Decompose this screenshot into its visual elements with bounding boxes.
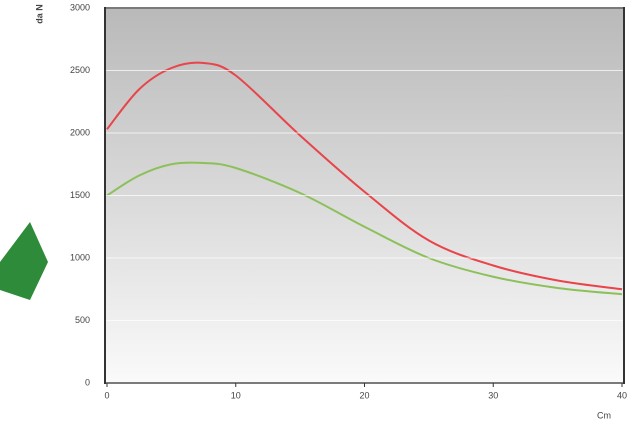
x-tick-label: 40 — [617, 390, 627, 400]
decoration — [0, 222, 48, 300]
x-tick-label: 20 — [359, 390, 369, 400]
x-tick-label: 30 — [488, 390, 498, 400]
x-axis-label: Cm — [597, 410, 611, 420]
series-line — [106, 61, 623, 291]
y-tick-label: 0 — [85, 377, 90, 387]
y-tick-label: 2000 — [70, 127, 90, 137]
y-tick-label: 3000 — [70, 2, 90, 12]
y-tick-label: 1500 — [70, 190, 90, 200]
y-tick-label: 2500 — [70, 65, 90, 75]
x-tick-label: 10 — [231, 390, 241, 400]
y-tick-label: 1000 — [70, 252, 90, 262]
lines — [106, 61, 623, 296]
y-axis-label: da N — [34, 4, 44, 24]
y-tick-label: 500 — [75, 315, 90, 325]
x-tick-label: 0 — [104, 390, 109, 400]
series-line — [106, 161, 623, 296]
